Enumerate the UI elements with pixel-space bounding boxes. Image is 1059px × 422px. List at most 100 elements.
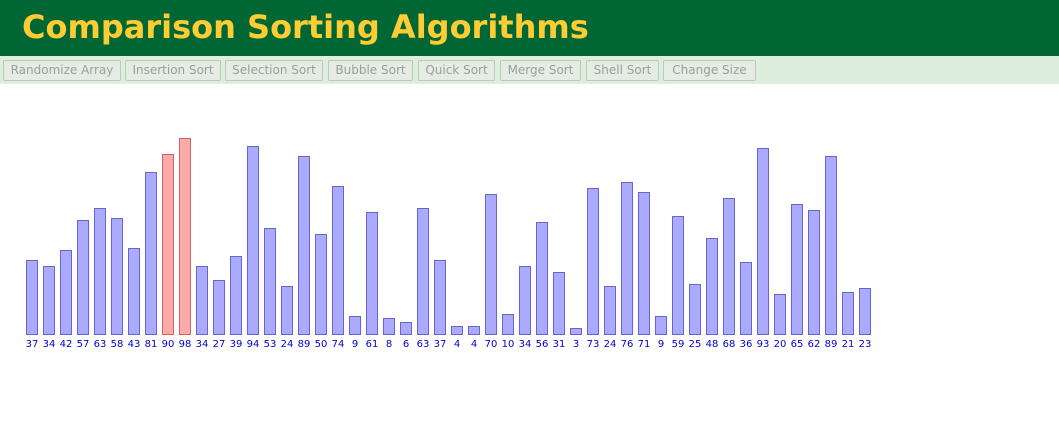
bar-7 — [145, 172, 157, 335]
bar-label-46: 62 — [808, 339, 821, 350]
bar-6 — [128, 248, 140, 335]
bar-label-17: 50 — [315, 339, 328, 350]
bar-label-25: 4 — [454, 339, 460, 350]
bar-label-12: 39 — [230, 339, 243, 350]
bar-label-30: 56 — [536, 339, 549, 350]
bar-label-4: 63 — [94, 339, 107, 350]
bar-42 — [740, 262, 752, 335]
bar-46 — [808, 210, 820, 335]
bar-label-29: 34 — [519, 339, 532, 350]
bar-20 — [366, 212, 378, 335]
bar-label-0: 37 — [26, 339, 39, 350]
bar-label-18: 74 — [332, 339, 345, 350]
toolbar: Randomize Array Insertion Sort Selection… — [0, 56, 1059, 84]
bar-25 — [451, 326, 463, 335]
bar-label-3: 57 — [77, 339, 90, 350]
bar-label-49: 23 — [859, 339, 872, 350]
bar-41 — [723, 198, 735, 335]
bar-11 — [213, 280, 225, 335]
bar-40 — [706, 238, 718, 335]
bar-17 — [315, 234, 327, 335]
bar-37 — [655, 316, 667, 335]
bar-label-43: 93 — [757, 339, 770, 350]
bar-24 — [434, 260, 446, 335]
bar-34 — [604, 286, 616, 335]
bar-label-45: 65 — [791, 339, 804, 350]
bar-label-24: 37 — [434, 339, 447, 350]
bar-0 — [26, 260, 38, 335]
bar-2 — [60, 250, 72, 335]
bars-canvas: 37 34 42 57 63 58 43 81 90 98 34 27 39 94 53 24 89 50 74 9 6… — [26, 138, 872, 350]
bar-label-15: 24 — [281, 339, 294, 350]
bar-label-33: 73 — [587, 339, 600, 350]
bar-label-23: 63 — [417, 339, 430, 350]
bar-label-44: 20 — [774, 339, 787, 350]
bar-29 — [519, 266, 531, 335]
shell-sort-button[interactable]: Shell Sort — [586, 60, 659, 81]
bar-label-7: 81 — [145, 339, 158, 350]
bar-15 — [281, 286, 293, 335]
bar-33 — [587, 188, 599, 335]
bar-4 — [94, 208, 106, 335]
change-size-button[interactable]: Change Size — [663, 60, 756, 81]
bar-label-36: 71 — [638, 339, 651, 350]
bar-38 — [672, 216, 684, 335]
bar-36 — [638, 192, 650, 335]
bar-label-41: 68 — [723, 339, 736, 350]
bar-18 — [332, 186, 344, 335]
merge-sort-button[interactable]: Merge Sort — [500, 60, 581, 81]
bar-1 — [43, 266, 55, 335]
bar-23 — [417, 208, 429, 335]
bar-label-21: 8 — [386, 339, 392, 350]
bar-label-14: 53 — [264, 339, 277, 350]
bar-label-13: 94 — [247, 339, 260, 350]
bar-label-42: 36 — [740, 339, 753, 350]
bar-43 — [757, 148, 769, 335]
bar-12 — [230, 256, 242, 335]
bar-13 — [247, 146, 259, 335]
bar-49 — [859, 288, 871, 335]
bar-22 — [400, 322, 412, 335]
bar-44 — [774, 294, 786, 335]
bar-label-34: 24 — [604, 339, 617, 350]
bar-31 — [553, 272, 565, 335]
bar-label-10: 34 — [196, 339, 209, 350]
bar-label-47: 89 — [825, 339, 838, 350]
bar-label-8: 90 — [162, 339, 175, 350]
bar-35 — [621, 182, 633, 335]
bar-5 — [111, 218, 123, 335]
bar-label-6: 43 — [128, 339, 141, 350]
array-bar-chart: 37 34 42 57 63 58 43 81 90 98 34 27 39 94 53 24 89 50 74 9 6… — [0, 84, 1059, 422]
bar-label-40: 48 — [706, 339, 719, 350]
bar-27 — [485, 194, 497, 335]
bar-48 — [842, 292, 854, 335]
insertion-sort-button[interactable]: Insertion Sort — [125, 60, 221, 81]
bar-label-16: 89 — [298, 339, 311, 350]
app-header: Comparison Sorting Algorithms — [0, 0, 1059, 56]
bar-28 — [502, 314, 514, 335]
bar-label-1: 34 — [43, 339, 56, 350]
page-title: Comparison Sorting Algorithms — [22, 8, 589, 46]
bar-label-38: 59 — [672, 339, 685, 350]
bar-label-28: 10 — [502, 339, 515, 350]
bar-label-9: 98 — [179, 339, 192, 350]
bar-45 — [791, 204, 803, 335]
selection-sort-button[interactable]: Selection Sort — [225, 60, 323, 81]
randomize-array-button[interactable]: Randomize Array — [3, 60, 121, 81]
bar-26 — [468, 326, 480, 335]
quick-sort-button[interactable]: Quick Sort — [418, 60, 495, 81]
bar-label-37: 9 — [658, 339, 664, 350]
bar-label-27: 70 — [485, 339, 498, 350]
bar-label-39: 25 — [689, 339, 702, 350]
bar-3 — [77, 220, 89, 335]
bar-label-26: 4 — [471, 339, 477, 350]
bar-label-22: 6 — [403, 339, 409, 350]
bar-label-11: 27 — [213, 339, 226, 350]
bar-label-19: 9 — [352, 339, 358, 350]
bar-30 — [536, 222, 548, 335]
bar-9 — [179, 138, 191, 335]
bar-label-48: 21 — [842, 339, 855, 350]
bubble-sort-button[interactable]: Bubble Sort — [328, 60, 413, 81]
bar-label-31: 31 — [553, 339, 566, 350]
bar-label-5: 58 — [111, 339, 124, 350]
